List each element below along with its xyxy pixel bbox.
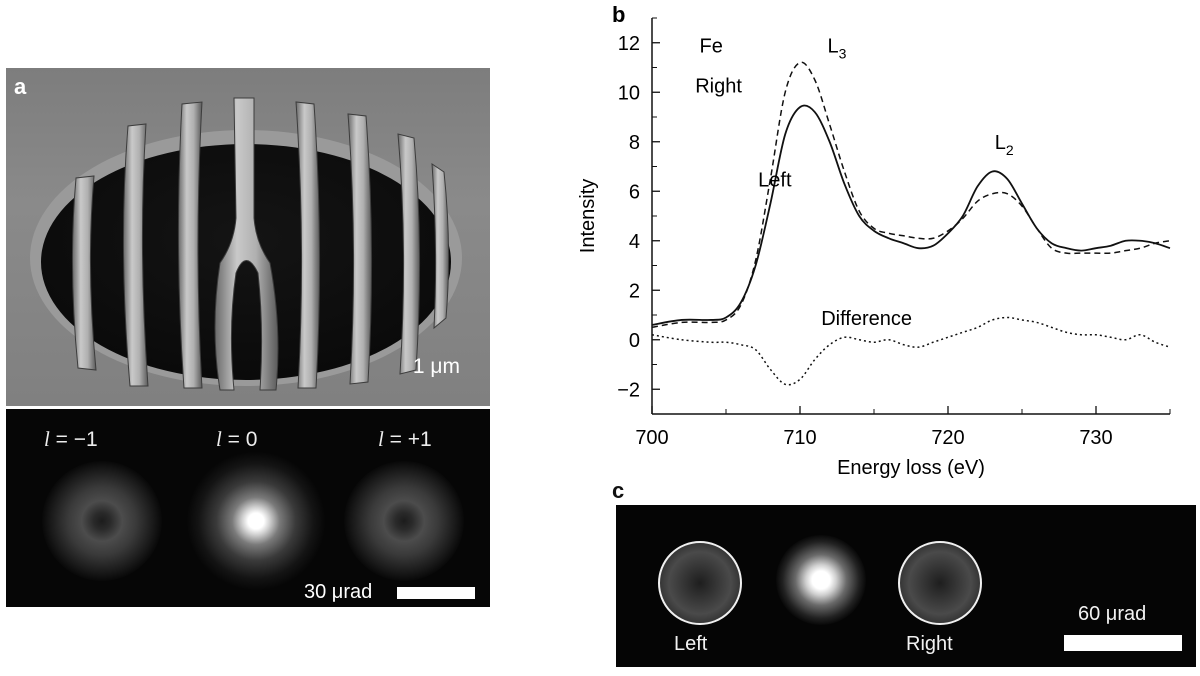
annotation-4: L2 [995, 132, 1014, 158]
y-tick-label: 12 [618, 33, 640, 55]
panel-c-label: c [612, 478, 625, 503]
diffraction-scale-label: 30 μrad [304, 581, 373, 603]
x-tick-label: 730 [1079, 427, 1112, 449]
y-tick-label: −2 [617, 379, 640, 401]
diffraction-pattern-panel: l = −1 l = 0 l = +1 30 μrad [6, 409, 490, 607]
panel-c-scale-label: 60 μrad [1078, 603, 1147, 625]
x-axis-label: Energy loss (eV) [837, 457, 985, 479]
central-beam-spot [186, 451, 326, 591]
x-tick-label: 700 [635, 427, 668, 449]
right-label: Right [906, 633, 953, 655]
vortex-ring-minus1 [42, 461, 162, 581]
beam-image-panel: Left Right 60 μrad [616, 505, 1196, 667]
annotation-0: Fe [700, 36, 723, 58]
diffraction-scale-bar [397, 587, 475, 599]
annotation-2: Right [695, 75, 742, 97]
sem-hologram-image [30, 97, 462, 391]
left-ring-spot [658, 541, 742, 625]
order-label-plus1: l = +1 [378, 427, 432, 451]
x-tick-label: 710 [783, 427, 816, 449]
y-tick-label: 10 [618, 82, 640, 104]
y-tick-label: 8 [629, 132, 640, 154]
order-label-minus1: l = −1 [44, 427, 98, 451]
panel-c-scale-bar [1064, 635, 1182, 651]
y-axis-label: Intensity [577, 179, 599, 253]
eels-spectrum-chart: b 700 710 720 730 −2 0 2 4 6 8 10 12 Fe L3 Right Left L… [577, 2, 1171, 479]
left-label: Left [674, 633, 708, 655]
chart-series [651, 61, 1171, 386]
y-tick-label: 4 [629, 231, 640, 253]
panel-b-label: b [612, 2, 625, 27]
y-tick-label: 0 [629, 330, 640, 352]
vortex-ring-plus1 [344, 461, 464, 581]
sem-scale-label: 1 μm [412, 355, 460, 378]
chart-ticks: 700 710 720 730 −2 0 2 4 6 8 10 12 [617, 17, 1171, 449]
order-label-0: l = 0 [216, 427, 258, 451]
center-bright-spot [776, 535, 866, 625]
annotation-3: Left [758, 169, 792, 191]
grating-bars [71, 97, 450, 391]
annotation-5: Difference [821, 308, 912, 330]
x-tick-label: 720 [931, 427, 964, 449]
annotation-1: L3 [828, 36, 847, 62]
sem-image-panel: a 1 μm [6, 68, 490, 406]
chart-annotations: Fe L3 Right Left L2 Difference [695, 36, 1014, 330]
panel-a-label: a [14, 74, 27, 99]
y-tick-label: 2 [629, 280, 640, 302]
series-line-left [651, 104, 1171, 326]
series-line-right [651, 61, 1171, 329]
y-tick-label: 6 [629, 181, 640, 203]
right-ring-spot [898, 541, 982, 625]
